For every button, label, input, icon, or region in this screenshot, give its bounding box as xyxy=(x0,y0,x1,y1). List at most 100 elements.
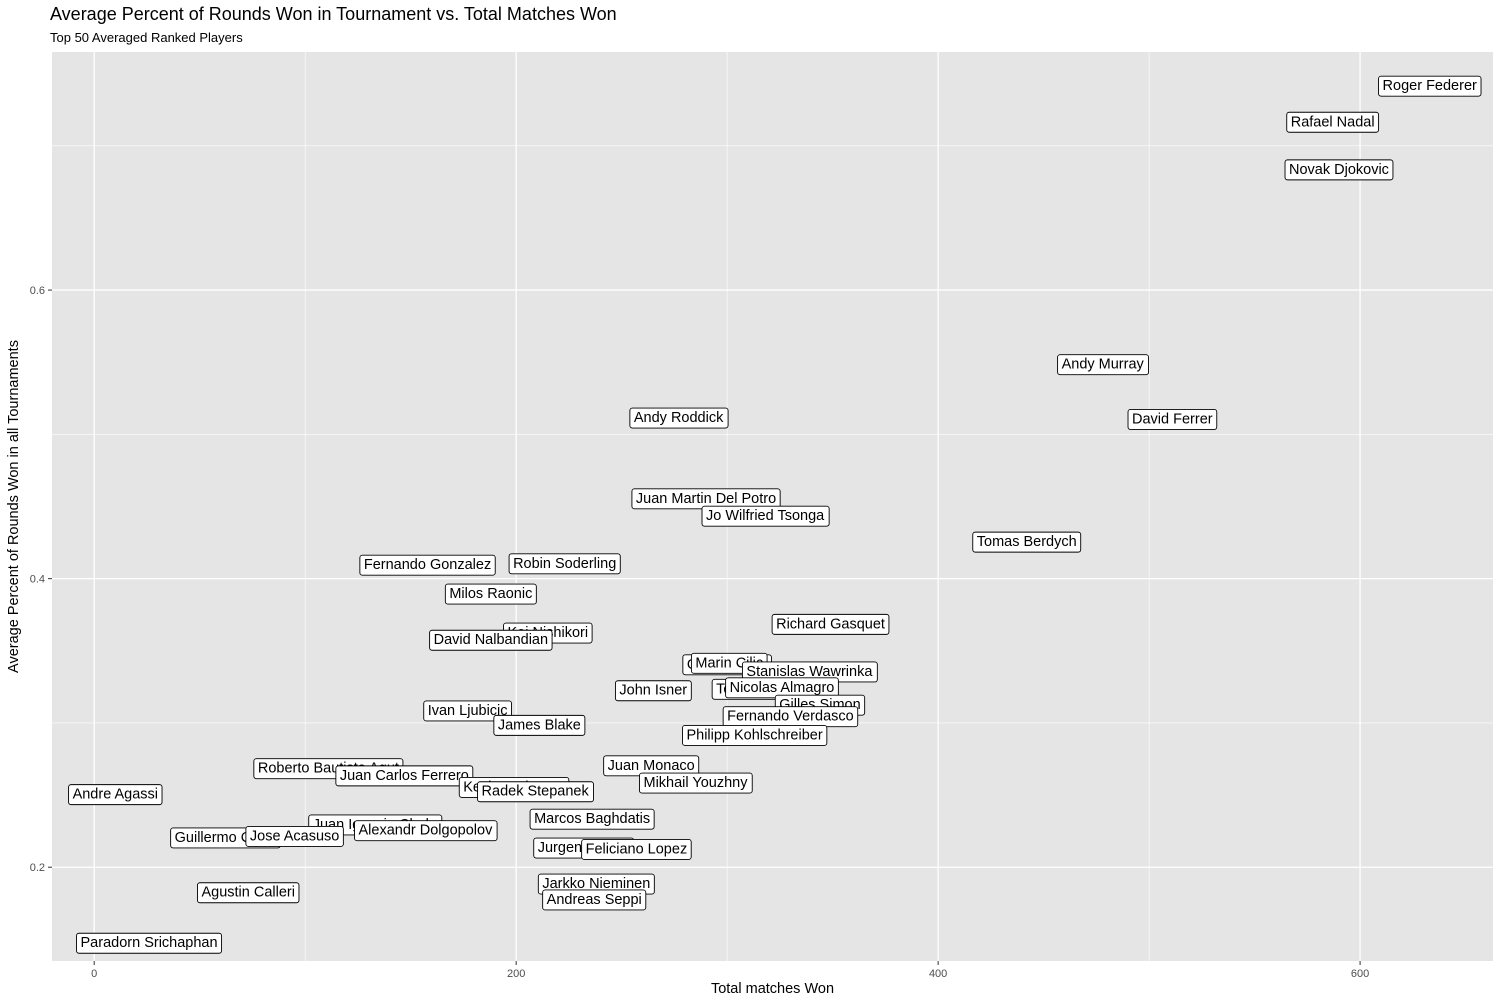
point-label: Milos Raonic xyxy=(444,583,537,605)
point-label: Robin Soderling xyxy=(508,553,621,575)
point-label-text: Jo Wilfried Tsonga xyxy=(706,508,825,524)
point-label-box xyxy=(197,882,300,904)
point-label: Ivan Ljubicic xyxy=(423,700,512,722)
point-label-box xyxy=(1127,409,1218,430)
point-label: Juan Carlos Ferrero xyxy=(335,765,474,787)
point-label: Tomas Berdych xyxy=(972,531,1082,553)
point-label-text: Marcos Baghdatis xyxy=(534,811,650,827)
point-label: Fernando Verdasco xyxy=(722,706,859,728)
point-label-text: Jose Acasuso xyxy=(250,828,339,844)
point-label-text: Juan Martin Del Potro xyxy=(636,491,776,507)
axis-ticks: 0 200 400 600 0.2 0.4 0.6 xyxy=(30,285,1370,980)
point-label-text: Stanislas Wawrinka xyxy=(746,664,873,680)
point-label-text: Juan Carlos Ferrero xyxy=(340,768,469,784)
point-label-box xyxy=(444,583,537,605)
point-label-box xyxy=(335,765,474,787)
point-label-text: James Blake xyxy=(498,717,581,733)
point-label-box xyxy=(529,808,655,830)
point-label: Alexandr Dolgopolov xyxy=(354,820,498,842)
point-label-box xyxy=(629,407,729,429)
point-label-box xyxy=(701,505,830,527)
point-label: Novak Djokovic xyxy=(1284,159,1394,181)
point-label-text: Novak Djokovic xyxy=(1289,162,1389,178)
point-label-box xyxy=(581,839,692,860)
point-label-text: Alexandr Dolgopolov xyxy=(359,823,494,839)
point-label: Radek Stepanek xyxy=(477,781,594,803)
point-label: Jo Wilfried Tsonga xyxy=(701,505,830,527)
point-label-text: Ivan Ljubicic xyxy=(428,703,508,719)
point-label: Andreas Seppi xyxy=(542,889,647,911)
point-label: Juan Martin Del Potro xyxy=(631,488,781,510)
point-label: Andre Agassi xyxy=(68,784,163,806)
chart-title: Average Percent of Rounds Won in Tournam… xyxy=(50,4,617,24)
point-label-box xyxy=(1057,354,1149,376)
point-label-text: Andy Murray xyxy=(1062,357,1145,373)
point-label-text: Jarkko Nieminen xyxy=(542,876,650,892)
point-label-text: Milos Raonic xyxy=(449,586,532,602)
point-label-text: Andy Roddick xyxy=(634,410,724,426)
point-label-box xyxy=(542,889,647,911)
point-label-box xyxy=(1284,159,1394,181)
x-tick-label: 200 xyxy=(507,968,525,980)
major-gridlines xyxy=(52,52,1493,961)
y-tick-label: 0.4 xyxy=(30,574,45,586)
point-label: Paradorn Srichaphan xyxy=(76,932,223,954)
point-label-text: Rafael Nadal xyxy=(1291,114,1375,130)
point-label-box xyxy=(1378,75,1482,97)
point-label: Mikhail Youzhny xyxy=(639,772,753,794)
x-tick-label: 0 xyxy=(91,968,97,980)
point-label-box xyxy=(493,714,586,736)
point-label-text: Andreas Seppi xyxy=(547,892,642,908)
y-axis-title: Average Percent of Rounds Won in all Tou… xyxy=(6,340,22,673)
point-label-box xyxy=(682,725,828,746)
point-label: John Isner xyxy=(614,680,692,702)
point-label: David Nalbandian xyxy=(429,629,553,651)
point-label-box xyxy=(76,932,223,954)
point-label: Philipp Kohlschreiber xyxy=(682,725,828,746)
point-label-box xyxy=(771,613,890,635)
point-label-text: Philipp Kohlschreiber xyxy=(686,727,822,743)
point-label: Rafael Nadal xyxy=(1286,111,1380,133)
point-label: Jarkko Nieminen xyxy=(537,873,655,895)
point-label: Nicolas Almagro xyxy=(725,677,839,699)
x-tick-label: 600 xyxy=(1351,968,1369,980)
point-label-text: Juan Monaco xyxy=(608,758,695,774)
point-label-box xyxy=(423,700,512,722)
point-labels: Roger Federer Rafael Nadal Novak Djokovic A… xyxy=(68,75,1482,954)
y-tick-label: 0.6 xyxy=(30,285,45,297)
point-label-box xyxy=(614,680,692,702)
point-label-text: Andre Agassi xyxy=(73,787,158,803)
point-label-text: Fernando Gonzalez xyxy=(364,557,491,573)
point-label-text: Feliciano Lopez xyxy=(586,841,688,857)
point-label-text: David Nalbandian xyxy=(434,632,548,648)
point-label: Marcos Baghdatis xyxy=(529,808,655,830)
point-label: James Blake xyxy=(493,714,586,736)
point-label-text: Tomas Berdych xyxy=(977,534,1077,550)
y-tick-label: 0.2 xyxy=(30,862,45,874)
x-axis-title: Total matches Won xyxy=(711,981,834,997)
point-label: Feliciano Lopez xyxy=(581,839,692,860)
point-label-text: Nicolas Almagro xyxy=(730,680,835,696)
point-label: Andy Murray xyxy=(1057,354,1149,376)
point-label-box xyxy=(639,772,753,794)
point-label: Andy Roddick xyxy=(629,407,729,429)
point-label: Fernando Gonzalez xyxy=(359,554,496,576)
point-label-box xyxy=(68,784,163,806)
point-label-box xyxy=(1286,111,1380,133)
point-label-text: Agustin Calleri xyxy=(201,885,295,901)
point-label-box xyxy=(477,781,594,803)
point-label-box xyxy=(429,629,553,651)
point-label: Stanislas Wawrinka xyxy=(741,661,878,683)
point-label-box xyxy=(354,820,498,842)
point-label-text: Radek Stepanek xyxy=(482,784,590,800)
point-label-text: Paradorn Srichaphan xyxy=(81,935,218,951)
point-label-box xyxy=(508,553,621,575)
point-label: Agustin Calleri xyxy=(197,882,300,904)
point-label-text: David Ferrer xyxy=(1132,411,1213,427)
point-label: Jose Acasuso xyxy=(245,826,344,847)
chart-subtitle: Top 50 Averaged Ranked Players xyxy=(50,30,243,45)
point-label-box xyxy=(972,531,1082,553)
point-label-text: Robin Soderling xyxy=(513,556,616,572)
point-label: Juan Monaco xyxy=(603,755,700,777)
point-label-text: Roger Federer xyxy=(1383,78,1477,94)
